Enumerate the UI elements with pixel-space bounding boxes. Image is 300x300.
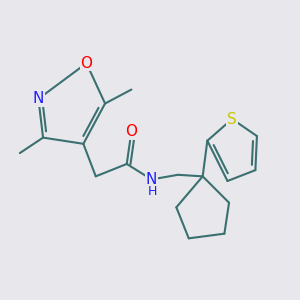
Text: N: N bbox=[33, 92, 44, 106]
Text: H: H bbox=[148, 185, 158, 198]
Text: O: O bbox=[125, 124, 137, 139]
Text: N: N bbox=[146, 172, 157, 187]
Text: S: S bbox=[227, 112, 237, 127]
Text: O: O bbox=[80, 56, 92, 71]
